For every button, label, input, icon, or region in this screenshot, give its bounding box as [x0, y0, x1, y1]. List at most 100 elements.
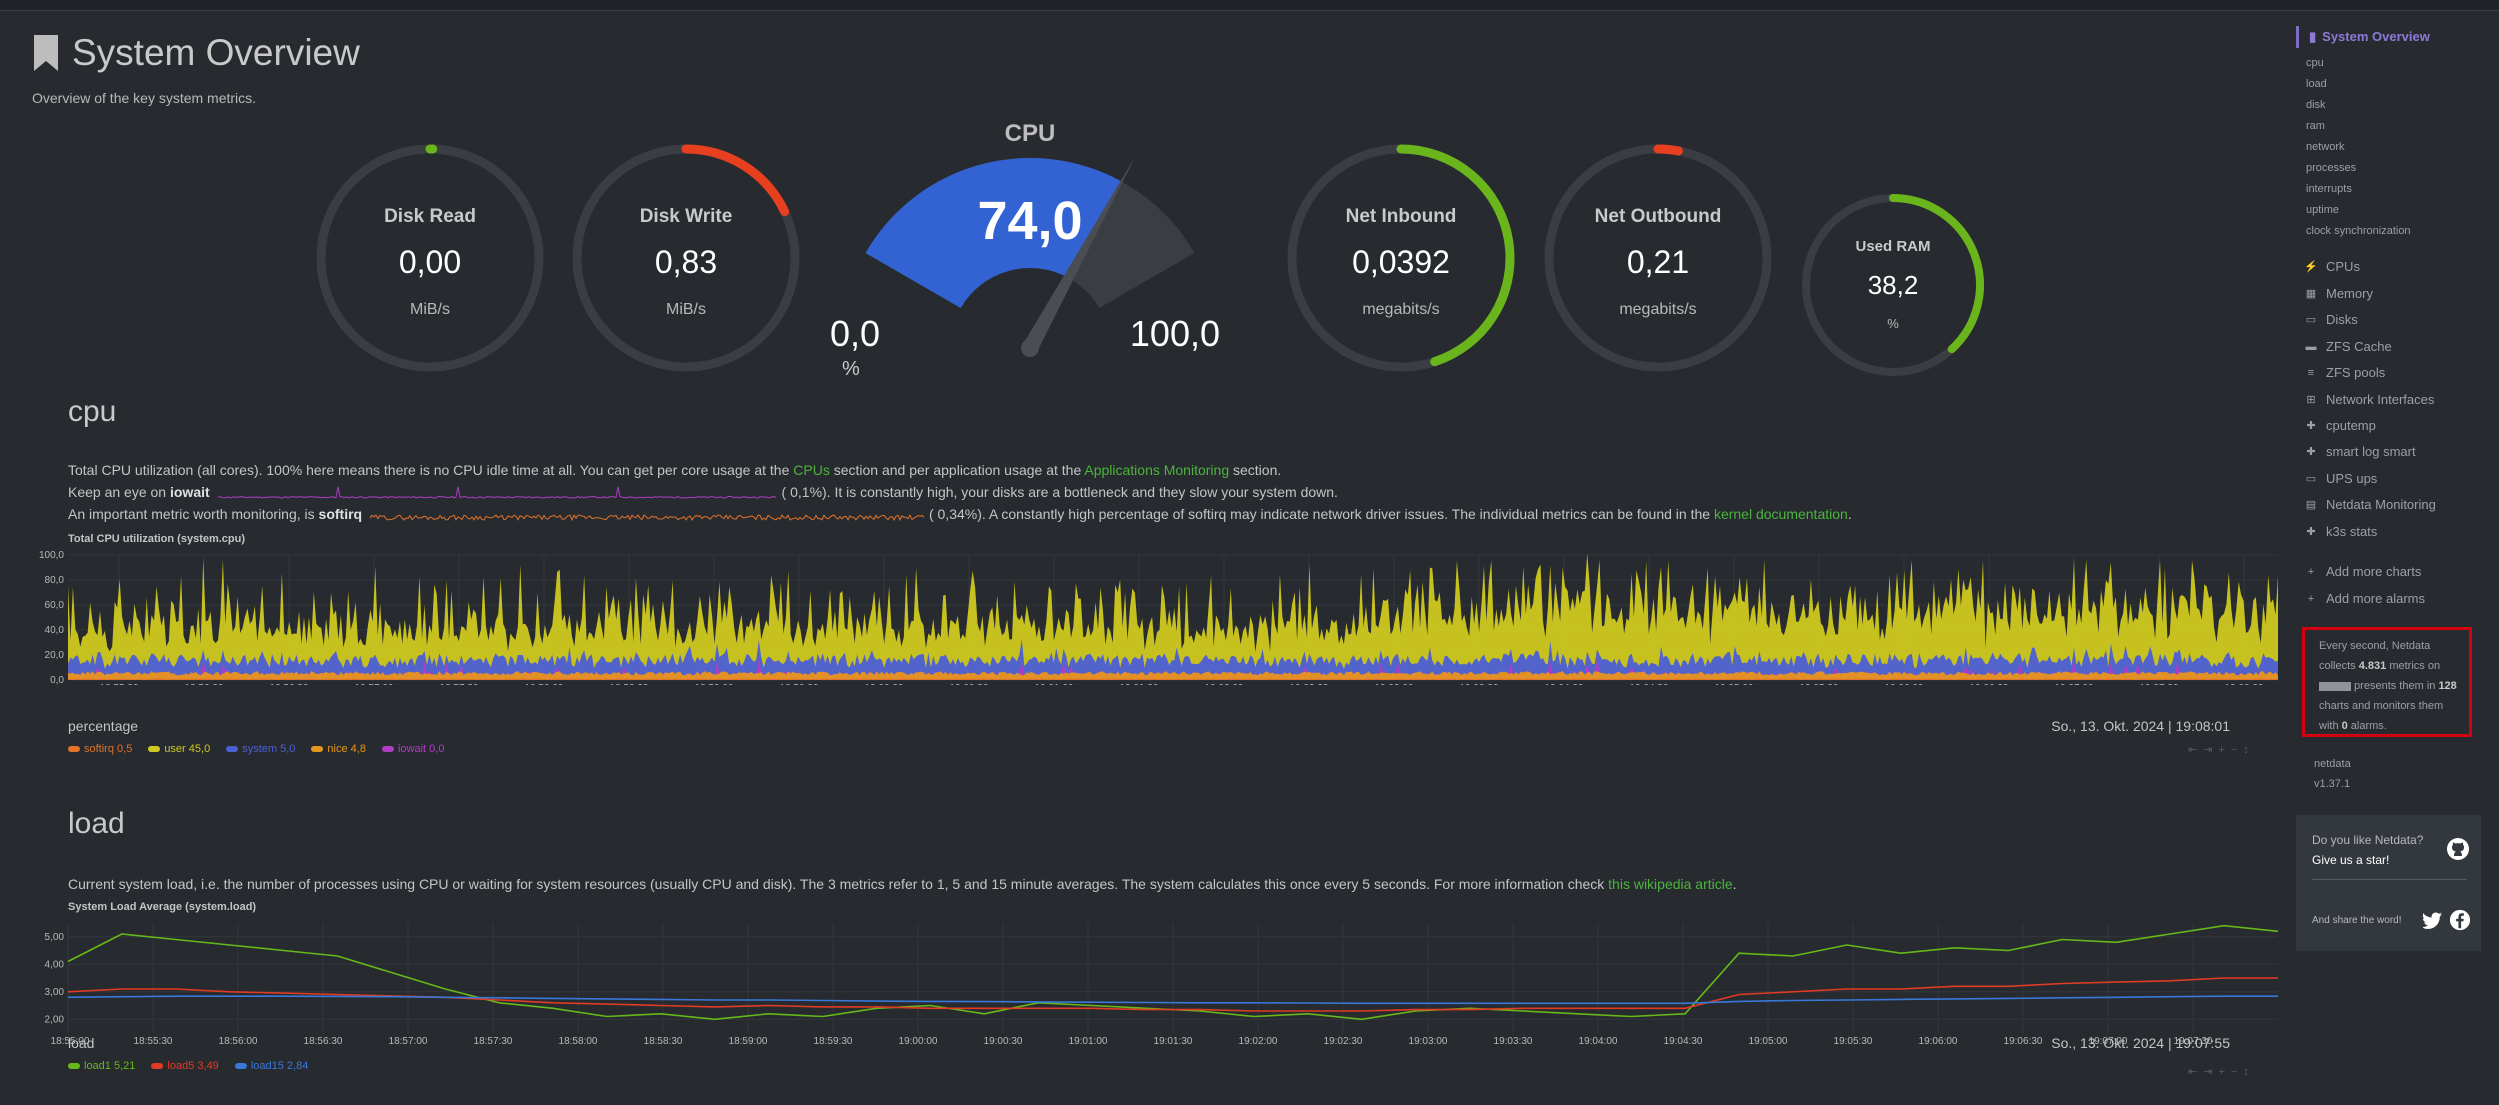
used-ram-value: 38,2 — [1867, 270, 1919, 300]
github-star-box: Do you like Netdata? Give us a star! And… — [2296, 815, 2481, 951]
kernel-documentation-link[interactable]: kernel documentation — [1713, 506, 1848, 522]
sidebar-item-cputemp[interactable]: ✚ cputemp — [2304, 418, 2375, 433]
star-cta[interactable]: Give us a star! — [2312, 853, 2390, 867]
disk-write-gauge[interactable]: Disk Write 0,83 MiB/s — [566, 138, 806, 378]
sidebar-subitem-load[interactable]: load — [2306, 78, 2327, 90]
used-ram-ring — [1802, 194, 1984, 376]
plus-icon: + — [2307, 592, 2315, 605]
sidebar-item-ups[interactable]: ▭ UPS ups — [2304, 471, 2378, 486]
sidebar-item-netdata-monitoring[interactable]: ▤ Netdata Monitoring — [2304, 497, 2436, 512]
sidebar-item-smart-log[interactable]: ✚ smart log smart — [2304, 444, 2415, 459]
charts-count: 128 — [2438, 680, 2457, 692]
info-line: with 0 alarms. — [2319, 716, 2461, 736]
sidebar-item-cpus[interactable]: ⚡ CPUs — [2304, 259, 2360, 274]
x-tick-label: 19:00:00 — [899, 1036, 938, 1045]
disk-read-gauge[interactable]: Disk Read 0,00 MiB/s — [310, 138, 550, 378]
sidebar-subitem-ram[interactable]: ram — [2306, 120, 2325, 132]
legend-label: user — [164, 743, 189, 755]
load-chart-title: System Load Average (system.load) — [68, 901, 257, 913]
legend-value: 0,5 — [117, 743, 133, 755]
y-tick-label: 60,0 — [45, 600, 65, 611]
sidebar-item-label: ZFS Cache — [2326, 339, 2392, 354]
info-text: presents them in — [2351, 680, 2439, 692]
sidebar-subitem-processes[interactable]: processes — [2306, 162, 2357, 174]
sidebar-item-memory[interactable]: ▦ Memory — [2304, 286, 2373, 301]
sidebar-subitem-disk[interactable]: disk — [2306, 99, 2326, 111]
sidebar-subitem-network[interactable]: network — [2306, 141, 2345, 153]
net-outbound-value: 0,21 — [1626, 244, 1690, 280]
sidebar-item-label: UPS ups — [2326, 471, 2378, 486]
add-more-alarms-button[interactable]: + Add more alarms — [2304, 591, 2425, 606]
twitter-icon[interactable] — [2423, 911, 2443, 929]
info-line: collects 4.831 metrics on — [2319, 656, 2461, 676]
cpus-link[interactable]: CPUs — [793, 462, 830, 478]
chart-controls[interactable]: ⇤⇥+−↕ — [2188, 1066, 2255, 1078]
divider — [2312, 879, 2467, 880]
legend-swatch — [151, 1063, 164, 1070]
legend-item-load15[interactable]: load15 2,84 — [234, 1060, 308, 1072]
sidebar-subitem-clock-synchronization[interactable]: clock synchronization — [2306, 225, 2411, 237]
applications-monitoring-link[interactable]: Applications Monitoring — [1084, 462, 1230, 478]
x-tick-label: 19:01:00 — [1035, 683, 1074, 685]
cpu-gauge[interactable]: CPU 74,0 0,0 100,0 % — [820, 118, 1240, 388]
legend-item-load5[interactable]: load5 3,49 — [151, 1060, 219, 1072]
load-section-heading: load — [68, 807, 125, 840]
add-more-charts-button[interactable]: + Add more charts — [2304, 564, 2422, 579]
sidebar-item-zfs-cache[interactable]: ▬ ZFS Cache — [2304, 339, 2392, 354]
sidebar-subitem-cpu[interactable]: cpu — [2306, 57, 2324, 69]
legend-item-system[interactable]: system 5,0 — [226, 743, 295, 755]
legend-item-nice[interactable]: nice 4,8 — [311, 743, 366, 755]
net-outbound-ring — [1544, 144, 1772, 372]
used-ram-gauge[interactable]: Used RAM 38,2 % — [1796, 188, 1990, 382]
cpu-gauge-value: 74,0 — [977, 191, 1083, 251]
disk-write-value: 0,83 — [654, 244, 718, 280]
x-tick-label: 19:07:30 — [2140, 683, 2179, 685]
x-tick-label: 19:03:30 — [1460, 683, 1499, 685]
x-tick-label: 19:02:30 — [1324, 1036, 1363, 1045]
disk-write-ring — [572, 144, 800, 372]
sidebar-item-zfs-pools[interactable]: ≡ ZFS pools — [2304, 365, 2385, 380]
legend-swatch — [68, 1063, 80, 1070]
cpu-gauge-unit: % — [842, 358, 860, 380]
sidebar-item-label: Netdata Monitoring — [2326, 497, 2436, 512]
legend-label: iowait — [397, 743, 430, 755]
add-alarms-label: Add more alarms — [2326, 591, 2425, 606]
iowait-label: iowait — [169, 484, 210, 500]
sidebar-item-k3s-stats[interactable]: ✚ k3s stats — [2304, 524, 2377, 539]
net-inbound-gauge[interactable]: Net Inbound 0,0392 megabits/s — [1281, 138, 1521, 378]
sidebar-subitem-uptime[interactable]: uptime — [2306, 204, 2340, 216]
legend-swatch — [311, 746, 324, 753]
info-text: with — [2319, 720, 2342, 732]
x-tick-label: 18:56:30 — [270, 683, 309, 685]
net-outbound-gauge[interactable]: Net Outbound 0,21 megabits/s — [1538, 138, 1778, 378]
product-name[interactable]: netdata — [2314, 758, 2351, 770]
legend-swatch — [148, 746, 161, 753]
sidebar-item-system-overview[interactable]: ▮ System Overview — [2296, 26, 2430, 48]
sidebar-item-disks[interactable]: ▭ Disks — [2304, 312, 2358, 327]
legend-item-softirq[interactable]: softirq 0,5 — [68, 743, 132, 755]
legend-item-iowait[interactable]: iowait 0,0 — [381, 743, 444, 755]
chart-controls[interactable]: ⇤⇥+−↕ — [2188, 744, 2255, 756]
x-tick-label: 19:05:00 — [1715, 683, 1754, 685]
x-tick-label: 18:59:30 — [814, 1036, 853, 1045]
redacted-hostname — [2319, 681, 2351, 691]
sidebar: ▮ System Overview cpu load disk ram netwo… — [2290, 10, 2499, 1105]
sidebar-subitem-interrupts[interactable]: interrupts — [2306, 183, 2352, 195]
net-inbound-value: 0,0392 — [1352, 244, 1450, 280]
cpu-chart[interactable]: 100,0 80,0 60,0 40,0 20,0 0,0 18:55:30 18:56:00… — [20, 545, 2280, 685]
load-chart[interactable]: 5,00 4,00 3,00 2,00 18:55:00 18:55:30 18:56:00… — [20, 915, 2280, 1045]
iowait-desc-text: 0,1%). It is constantly high, your disks… — [790, 484, 1338, 500]
facebook-icon[interactable] — [2449, 909, 2471, 931]
puzzle-icon: ✚ — [2306, 420, 2316, 432]
disk-read-ring — [316, 144, 544, 372]
net-inbound-ring — [1287, 144, 1515, 372]
cpu-description-1: Total CPU utilization (all cores). 100% … — [68, 462, 1281, 478]
github-icon[interactable] — [2446, 837, 2470, 861]
sidebar-item-label: Memory — [2326, 286, 2373, 301]
sidebar-item-network-interfaces[interactable]: ⊞ Network Interfaces — [2304, 392, 2434, 407]
plus-icon: + — [2307, 565, 2315, 578]
legend-item-user[interactable]: user 45,0 — [148, 743, 210, 755]
legend-item-load1[interactable]: load1 5,21 — [68, 1060, 135, 1072]
wikipedia-link[interactable]: this wikipedia article — [1608, 876, 1733, 892]
legend-swatch — [226, 746, 239, 753]
